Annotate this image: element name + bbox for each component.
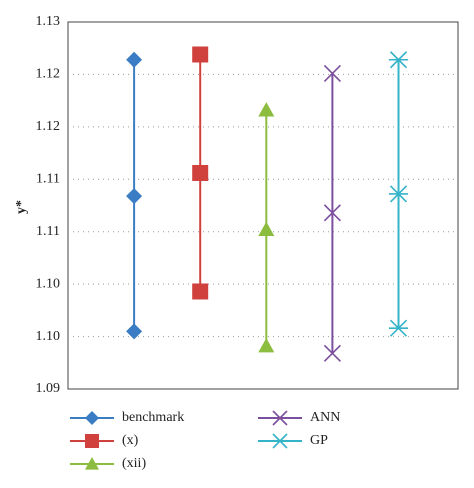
marker (258, 102, 275, 117)
marker (323, 344, 341, 362)
marker (85, 434, 99, 448)
marker (258, 221, 275, 237)
marker (126, 188, 143, 205)
marker (388, 51, 409, 69)
marker (192, 164, 209, 181)
legend-label: benchmark (122, 410, 184, 425)
y-tick-label: 1.13 (36, 14, 61, 29)
marker (271, 433, 289, 449)
marker (85, 411, 99, 425)
marker (388, 185, 409, 203)
marker (323, 64, 341, 82)
y-tick-label: 1.11 (36, 172, 60, 187)
marker (323, 204, 341, 222)
y-tick-label: 1.12 (36, 119, 61, 134)
marker (192, 46, 209, 63)
marker (388, 319, 409, 337)
y-axis-label: y* (14, 200, 29, 214)
y-tick-label: 1.09 (36, 381, 61, 396)
y-tick-label: 1.10 (36, 276, 61, 291)
marker (272, 410, 288, 426)
marker (85, 457, 99, 470)
legend-label: (x) (122, 433, 139, 448)
plot-frame (67, 21, 459, 390)
legend-label: GP (310, 433, 328, 448)
legend-label: ANN (310, 410, 340, 425)
marker (192, 283, 209, 300)
marker (126, 51, 143, 68)
marker (126, 323, 143, 340)
y-tick-label: 1.10 (36, 329, 61, 344)
marker (258, 338, 275, 353)
y-tick-label: 1.12 (36, 67, 61, 82)
legend-label: (xii) (122, 456, 146, 471)
y-tick-label: 1.11 (36, 224, 60, 239)
